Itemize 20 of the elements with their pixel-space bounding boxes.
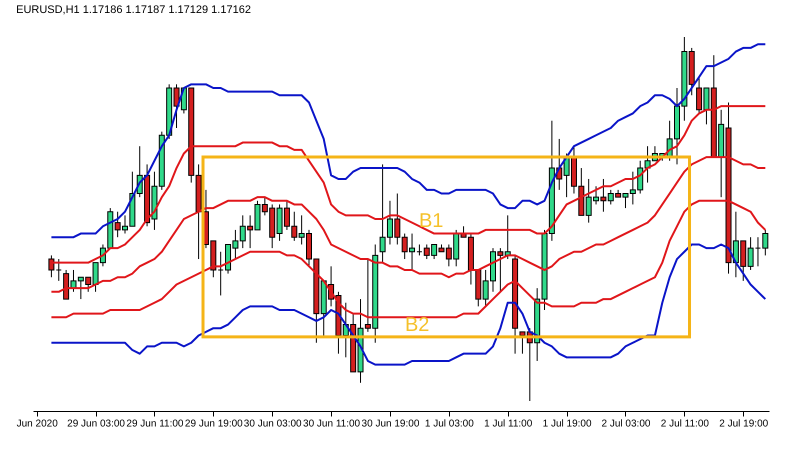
candlestick [56,258,62,282]
chart-title: EURUSD,H1 1.17186 1.17187 1.17129 1.17162 [16,4,251,16]
x-tick-label: 2 Jul 11:00 [660,418,710,430]
x-tick-label: 29 Jun 19:00 [184,418,244,430]
x-tick-label: Jun 2020 [16,418,58,430]
candlestick [754,236,761,267]
candlestick [416,244,422,256]
x-tick-label: 1 Jul 11:00 [484,418,533,430]
x-tick-label: 29 Jun 03:00 [67,418,126,430]
x-tick-label: 30 Jun 19:00 [362,418,420,430]
x-tick-label: 30 Jun 11:00 [303,418,361,430]
annotation: B2 [404,314,430,336]
x-tick-label: 30 Jun 03:00 [244,418,302,430]
x-tick-label: 2 Jul 03:00 [602,418,651,430]
x-tick-label: 29 Jun 11:00 [126,418,184,430]
candlestick [762,229,768,256]
x-tick-label: 1 Jul 19:00 [542,418,592,430]
x-tick-label: 2 Jul 19:00 [719,418,769,430]
x-tick-label: 1 Jul 03:00 [424,418,474,430]
annotation: B1 [418,210,444,232]
